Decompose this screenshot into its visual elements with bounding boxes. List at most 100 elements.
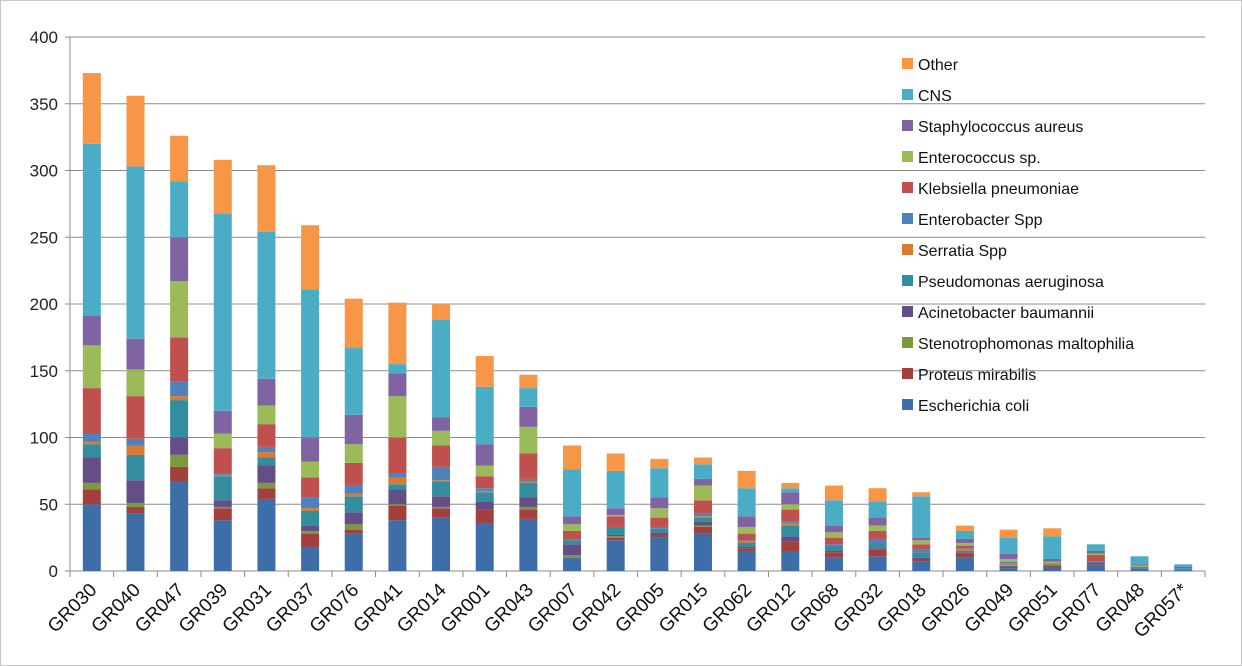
bar-segment [388,364,407,374]
bar-segment [170,181,189,238]
bar-segment [781,504,800,510]
legend-swatch [902,275,913,286]
bar-segment [955,550,974,553]
bar-segment [1174,564,1193,567]
bar-segment [170,237,189,282]
y-tick-label: 250 [30,228,58,247]
bar-segment [563,544,582,555]
bar-segment [912,561,931,571]
bar-segment [170,400,189,438]
bar-segment [213,508,232,521]
legend-label: Acinetobacter baumannii [918,305,1094,322]
bar-segment [126,338,145,370]
bar-segment [781,525,800,537]
y-tick-label: 50 [39,495,58,514]
bar-segment [126,480,145,503]
bar-segment [126,502,145,507]
bar-segment [955,549,974,551]
bar-segment [344,298,363,349]
bar-segment [737,533,756,541]
bar-segment [912,549,931,553]
bar-segment [388,396,407,438]
legend-swatch [902,306,913,317]
bar-segment [781,550,800,571]
bar-segment [388,302,407,365]
legend: Other CNS Staphylococcus aureus Enterococcu… [902,57,1134,415]
bar-segment [519,509,538,519]
bar-segment [213,500,232,507]
bar-segment [257,457,276,466]
bar-segment [301,437,320,462]
bar-segment [170,381,189,397]
bar-segment [170,454,189,467]
bar-segment [344,496,363,513]
bar-segment [1086,561,1105,563]
bar-segment [650,528,669,533]
bar-segment [868,525,887,531]
bar-segment [344,414,363,445]
y-tick-label: 200 [30,295,58,314]
bar-segment [432,466,451,481]
bar-segment [563,516,582,525]
bar-segment [999,529,1018,538]
bar-segment [519,478,538,482]
bar-segment [955,557,974,571]
bar-segment [955,530,974,539]
bar-segment [213,520,232,571]
bar-segment [82,441,101,445]
bar-segment [213,448,232,474]
bar-segment [781,536,800,542]
bar-segment [650,497,669,509]
bar-segment [257,378,276,406]
bar-segment [519,426,538,454]
bar-segment [999,565,1018,567]
legend-label: Serratia Spp [918,243,1007,260]
legend-swatch [902,182,913,193]
bar-segment [824,544,843,547]
bar-segment [344,462,363,486]
bar-segment [737,526,756,534]
bar-segment [1130,564,1149,566]
bar-segment [868,548,887,550]
bar-segment [519,481,538,483]
bar-segment [170,466,189,482]
bar-segment [301,225,320,290]
y-tick-label: 300 [30,162,58,181]
bar-segment [432,304,451,321]
bar-segment [519,482,538,498]
bar-segment [737,542,756,547]
legend-label: Staphylococcus aureus [918,119,1083,136]
bar-segment [301,510,320,526]
bar-segment [693,533,712,571]
bar-segment [737,488,756,517]
bar-segment [475,476,494,489]
bar-segment [388,484,407,490]
legend-label: Proteus mirabilis [918,367,1036,384]
bar-segment [301,525,320,531]
bar-segment [301,530,320,534]
bar-segment [912,496,931,538]
y-tick-label: 350 [30,95,58,114]
bar-segment [126,166,145,339]
bar-segment [257,231,276,379]
bar-segment [432,506,451,509]
bar-segment [781,488,800,493]
bar-segment [82,433,101,442]
bar-segment [650,532,669,535]
bar-segment [912,557,931,559]
bar-segment [563,469,582,517]
bar-segment [606,516,625,527]
bar-segment [824,532,843,538]
y-tick-label: 150 [30,362,58,381]
bar-segment [606,453,625,471]
bar-segment [519,497,538,507]
bar-segment [737,548,756,551]
bar-segment [388,504,407,506]
legend-label: Enterococcus sp. [918,150,1041,167]
bar-segment [868,517,887,526]
bar-segment [432,481,451,497]
bar-segment [1130,566,1149,569]
bar-segment [693,526,712,534]
bar-segment [257,498,276,571]
bar-segment [257,446,276,453]
